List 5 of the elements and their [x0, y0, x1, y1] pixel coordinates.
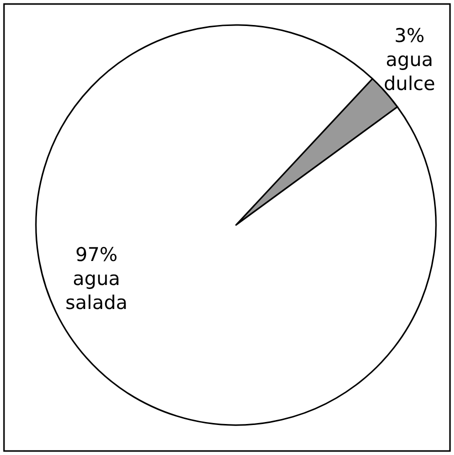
slice-label: agua dulce: [384, 49, 436, 96]
data-label: 97%: [75, 244, 118, 266]
data-label: 3%: [394, 25, 425, 48]
pie-slice: [35, 24, 437, 426]
slice-label: agua salada: [65, 268, 128, 314]
